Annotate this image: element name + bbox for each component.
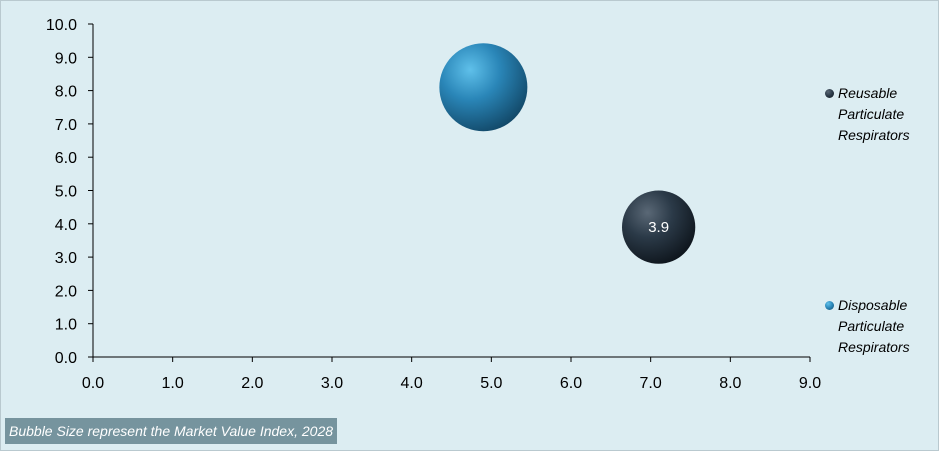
- x-tick-label: 6.0: [560, 375, 582, 392]
- y-tick-label: 5.0: [55, 184, 77, 201]
- bubbles: 3.9: [439, 43, 696, 264]
- legend-marker-disposable: [825, 301, 834, 310]
- x-tick-label: 7.0: [640, 375, 662, 392]
- x-tick-label: 1.0: [162, 375, 184, 392]
- footnote: Bubble Size represent the Market Value I…: [5, 418, 338, 444]
- legend-label-reusable: Reusable Particulate Respirators: [838, 85, 910, 143]
- x-tick-label: 8.0: [719, 375, 741, 392]
- y-tick-label: 9.0: [55, 50, 77, 67]
- x-tick-label: 0.0: [82, 375, 104, 392]
- bubble-data-label: 3.9: [648, 219, 669, 236]
- legend-label-disposable: Disposable Particulate Respirators: [838, 297, 910, 355]
- legend-item-reusable[interactable]: Reusable Particulate Respirators: [825, 83, 925, 146]
- x-tick-label: 5.0: [480, 375, 502, 392]
- legend-item-disposable[interactable]: Disposable Particulate Respirators: [825, 295, 925, 358]
- y-tick-label: 10.0: [46, 17, 77, 34]
- y-tick-label: 6.0: [55, 150, 77, 167]
- y-tick-label: 3.0: [55, 250, 77, 267]
- y-tick-label: 7.0: [55, 117, 77, 134]
- x-tick-label: 3.0: [321, 375, 343, 392]
- x-tick-label: 4.0: [401, 375, 423, 392]
- legend-marker-reusable: [825, 89, 834, 98]
- bubble-disposable: [439, 43, 528, 132]
- y-tick-label: 8.0: [55, 84, 77, 101]
- x-tick-label: 2.0: [241, 375, 263, 392]
- y-tick-label: 4.0: [55, 217, 77, 234]
- bubble-reusable: [621, 190, 696, 264]
- x-tick-label: 9.0: [799, 375, 821, 392]
- y-tick-label: 0.0: [55, 350, 77, 367]
- y-tick-label: 2.0: [55, 283, 77, 300]
- y-tick-label: 1.0: [55, 317, 77, 334]
- axes: 0.0 1.0 2.0 3.0 4.0 5.0 6.0 7.0 8.0 9.0 10.0 0.0 1.0…: [46, 17, 821, 392]
